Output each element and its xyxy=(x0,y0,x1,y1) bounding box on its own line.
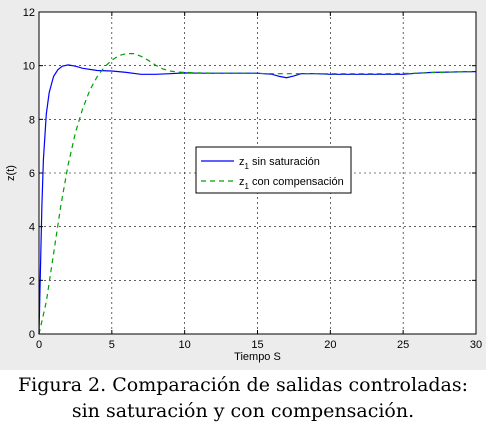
figure-panel: 0 5 10 15 20 25 30 0 2 4 6 8 10 12 Tiempo S z(t) z1 s… xyxy=(0,0,486,370)
x-tick-label: 30 xyxy=(470,339,482,351)
legend: z1 sin saturación z1 con compensación xyxy=(195,146,352,194)
x-tick-label: 10 xyxy=(179,339,191,351)
y-tick-label: 10 xyxy=(23,61,35,73)
caption-line-2: sin saturación y con compensación. xyxy=(71,400,415,422)
series-line-2 xyxy=(38,53,477,335)
x-axis-label: Tiempo S xyxy=(234,351,281,363)
tick-labels: 0 5 10 15 20 25 30 0 2 4 6 8 10 12 xyxy=(23,7,482,351)
y-tick-label: 4 xyxy=(29,222,35,234)
legend-label-2: z1 con compensación xyxy=(239,176,344,191)
x-tick-label: 0 xyxy=(36,339,42,351)
legend-label-1: z1 sin saturación xyxy=(239,156,320,171)
y-tick-label: 8 xyxy=(29,114,35,126)
y-tick-label: 2 xyxy=(29,275,35,287)
y-tick-label: 12 xyxy=(23,7,35,19)
line-chart: 0 5 10 15 20 25 30 0 2 4 6 8 10 12 Tiempo S z(t) z1 s… xyxy=(5,7,482,363)
y-axis-label: z(t) xyxy=(5,165,17,181)
y-tick-label: 0 xyxy=(29,329,35,341)
series-layer xyxy=(38,53,477,335)
x-tick-label: 5 xyxy=(109,339,115,351)
figure-caption: Figura 2. Comparación de salidas control… xyxy=(0,372,486,424)
caption-line-1: Figura 2. Comparación de salidas control… xyxy=(17,374,469,396)
y-tick-label: 6 xyxy=(29,168,35,180)
tick-marks xyxy=(38,11,477,335)
x-tick-label: 20 xyxy=(324,339,336,351)
legend-box xyxy=(195,146,352,194)
x-tick-label: 25 xyxy=(397,339,409,351)
x-tick-label: 15 xyxy=(251,339,263,351)
